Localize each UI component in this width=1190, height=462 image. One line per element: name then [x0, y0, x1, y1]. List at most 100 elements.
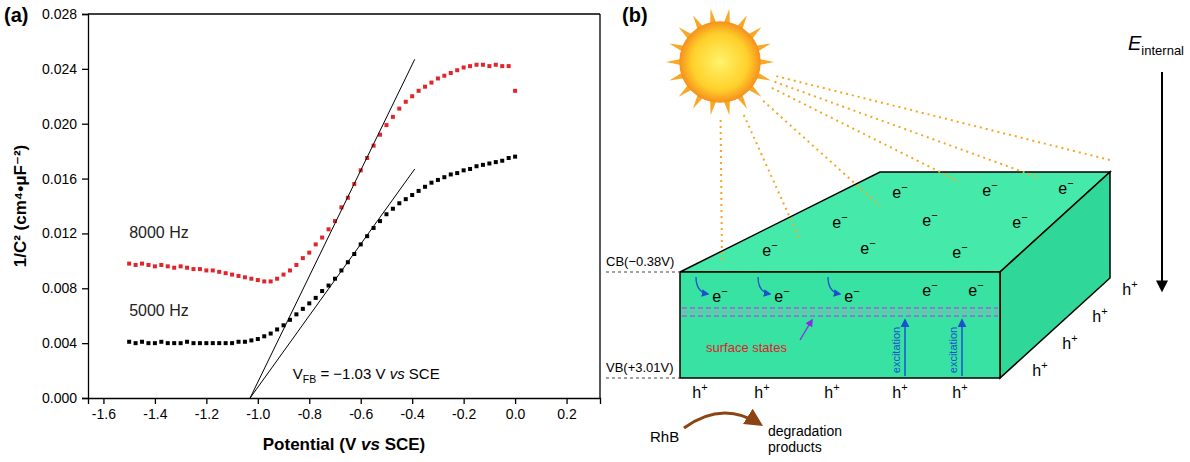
data-point — [153, 264, 157, 268]
y-tick-mark — [82, 14, 88, 15]
electron-sign: − — [991, 179, 997, 191]
electron-sign: − — [721, 285, 727, 297]
electron-sign: − — [869, 237, 875, 249]
degradation-arrow — [684, 413, 760, 428]
y-tick: 0.024 — [42, 61, 88, 77]
data-point — [191, 267, 195, 271]
x-tick-label: -1.6 — [92, 406, 116, 422]
electron: e− — [774, 285, 789, 305]
x-tick-mark — [206, 398, 207, 404]
data-point — [449, 71, 453, 75]
series-label: 8000 Hz — [129, 224, 189, 241]
data-point — [237, 274, 241, 278]
data-point — [410, 94, 414, 98]
x-tick-mark — [103, 398, 104, 404]
surface-state-level — [682, 315, 998, 317]
x-tick: 0.0 — [506, 398, 526, 422]
data-point — [172, 266, 176, 270]
hole: h+ — [754, 381, 769, 401]
x-tick-label: -0.2 — [452, 406, 476, 422]
data-point — [127, 340, 131, 344]
electron-sign: − — [771, 239, 777, 251]
data-point — [140, 262, 144, 266]
electron-base: e — [982, 182, 991, 199]
data-point — [500, 64, 504, 68]
hole-base: h — [824, 384, 833, 401]
data-point — [211, 268, 215, 272]
data-point — [320, 289, 324, 293]
excitation-arrow — [904, 320, 906, 376]
data-point — [423, 185, 427, 189]
text-part: Potential (V — [263, 435, 361, 454]
data-point — [224, 271, 228, 275]
y-tick: 0.000 — [42, 390, 88, 406]
data-point — [404, 197, 408, 201]
x-tick: -0.6 — [349, 398, 373, 422]
plot-area — [127, 59, 517, 398]
electron: e− — [844, 285, 859, 305]
data-point — [262, 279, 266, 283]
data-point — [455, 68, 459, 72]
electron-sign: − — [931, 279, 937, 291]
data-point — [269, 332, 273, 336]
y-axis: 0.0000.0040.0080.0120.0160.0200.0240.028 — [42, 6, 89, 406]
data-point — [475, 164, 479, 168]
light-ray — [744, 115, 800, 240]
data-point — [507, 156, 511, 160]
x-tick: -0.4 — [401, 398, 425, 422]
light-ray — [763, 101, 880, 206]
x-tick: -0.8 — [298, 398, 322, 422]
data-point — [230, 273, 234, 277]
excitation-arrow — [961, 320, 963, 376]
data-point — [494, 63, 498, 67]
data-point — [159, 263, 163, 267]
sun — [680, 22, 760, 102]
electron-sign: − — [1021, 211, 1027, 223]
data-point — [269, 279, 273, 283]
trap-arrow — [828, 277, 840, 294]
data-point — [237, 340, 241, 344]
y-tick-label: 0.000 — [42, 390, 77, 406]
text-part: FB — [303, 373, 316, 385]
data-point — [301, 307, 305, 311]
cb-level — [606, 272, 680, 273]
electron: e− — [762, 239, 777, 259]
excitation-label: excitation — [947, 327, 959, 373]
hole-base: h — [1122, 281, 1131, 298]
hole-sign: + — [1041, 359, 1047, 371]
surface-state-level — [682, 311, 998, 313]
y-tick-label: 0.024 — [42, 61, 77, 77]
x-tick: -0.2 — [452, 398, 476, 422]
box-front — [680, 272, 1000, 378]
field-label: Einternal — [1128, 32, 1184, 58]
products-label: degradationproducts — [768, 423, 842, 455]
data-point — [462, 168, 466, 172]
electron: e− — [1058, 177, 1073, 197]
data-point — [307, 251, 311, 255]
y-tick-label: 0.012 — [42, 225, 77, 241]
trap-arrow — [696, 277, 708, 294]
trap-arrow — [758, 277, 770, 294]
surface-state-level — [682, 307, 998, 309]
y-tick: 0.004 — [42, 335, 88, 351]
data-point — [404, 100, 408, 104]
x-tick-mark — [463, 398, 464, 404]
figure: -1.6-1.4-1.2-1.0-0.8-0.6-0.4-0.20.00.20.… — [0, 0, 1190, 462]
data-point — [262, 334, 266, 338]
x-tick-mark — [155, 398, 156, 404]
hole-sign: + — [1131, 278, 1137, 290]
data-point — [442, 175, 446, 179]
x-tick: -1.0 — [246, 398, 270, 422]
hole-base: h — [1032, 362, 1041, 379]
x-tick-mark — [515, 398, 516, 404]
data-point — [475, 63, 479, 67]
y-tick-mark — [82, 398, 88, 399]
data-point — [256, 337, 260, 341]
data-point — [468, 167, 472, 171]
data-point — [243, 275, 247, 279]
electron: e− — [832, 211, 847, 231]
light-ray — [721, 120, 722, 262]
y-tick: 0.028 — [42, 6, 88, 22]
data-point — [204, 268, 208, 272]
data-point — [429, 81, 433, 85]
